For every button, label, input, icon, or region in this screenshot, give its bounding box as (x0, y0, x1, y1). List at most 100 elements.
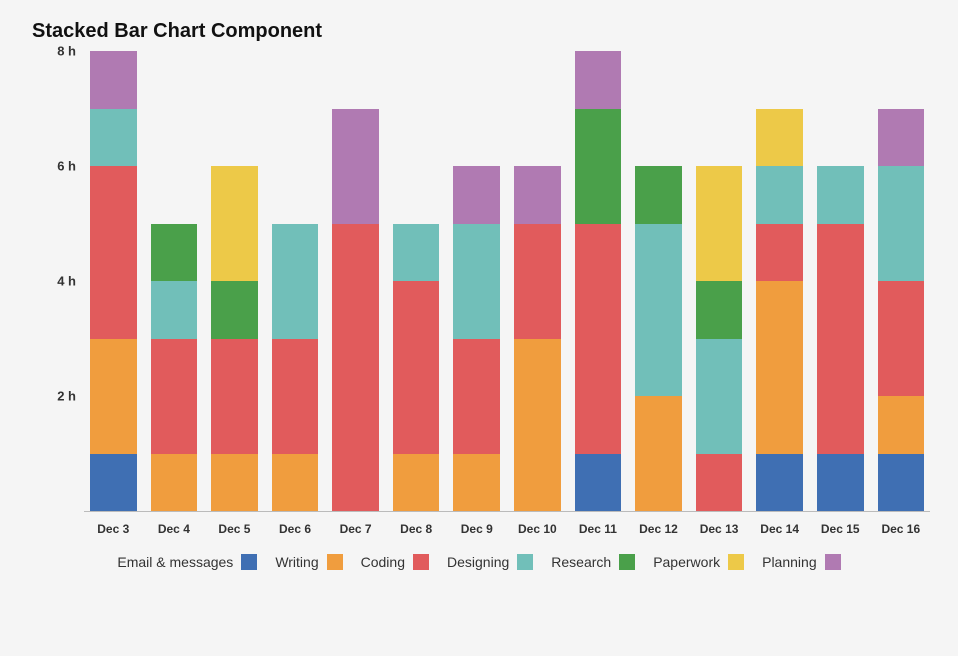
bar-segment-writing (635, 396, 682, 511)
bar-segment-designing (878, 166, 925, 281)
legend-item-writing: Writing (275, 554, 342, 570)
bar (817, 166, 864, 511)
bar-segment-planning (332, 109, 379, 224)
bar-segment-designing (817, 166, 864, 224)
x-axis-labels: Dec 3Dec 4Dec 5Dec 6Dec 7Dec 8Dec 9Dec 1… (84, 522, 930, 536)
y-tick-label: 2 h (32, 389, 76, 404)
x-tick-label: Dec 7 (332, 522, 379, 536)
x-tick-label: Dec 3 (90, 522, 137, 536)
bar-segment-paperwork (696, 166, 743, 281)
x-tick-label: Dec 8 (393, 522, 440, 536)
legend-label: Writing (275, 554, 318, 570)
bar-segment-writing (272, 454, 319, 512)
bar-segment-designing (696, 339, 743, 454)
bar-segment-coding (817, 224, 864, 454)
legend-item-email: Email & messages (117, 554, 257, 570)
bar (453, 166, 500, 511)
y-tick-label: 6 h (32, 159, 76, 174)
bar-segment-email (575, 454, 622, 512)
bar-segment-research (635, 166, 682, 224)
y-tick-label: 4 h (32, 274, 76, 289)
bar-segment-planning (514, 166, 561, 224)
bar (90, 51, 137, 511)
legend-item-planning: Planning (762, 554, 841, 570)
bar-segment-designing (635, 224, 682, 397)
bar-segment-planning (90, 51, 137, 109)
legend-swatch (241, 554, 257, 570)
bar (332, 109, 379, 512)
chart-area: 2 h4 h6 h8 h Dec 3Dec 4Dec 5Dec 6Dec 7De… (84, 51, 930, 536)
bar-segment-writing (453, 454, 500, 512)
x-tick-label: Dec 14 (756, 522, 803, 536)
bar-segment-coding (151, 339, 198, 454)
legend-label: Planning (762, 554, 817, 570)
bar-segment-email (817, 454, 864, 512)
bar-segment-planning (575, 51, 622, 109)
legend: Email & messages Writing Coding Designing Re… (28, 554, 930, 570)
bar-segment-email (878, 454, 925, 512)
bar (756, 109, 803, 512)
bar-segment-research (151, 224, 198, 282)
legend-swatch (728, 554, 744, 570)
bar-segment-writing (393, 454, 440, 512)
legend-label: Paperwork (653, 554, 720, 570)
bar-segment-designing (151, 281, 198, 339)
bar-segment-paperwork (211, 166, 258, 281)
bar-segment-designing (272, 224, 319, 339)
legend-swatch (413, 554, 429, 570)
bar (514, 166, 561, 511)
chart-title: Stacked Bar Chart Component (32, 20, 930, 43)
bar-segment-research (575, 109, 622, 224)
bar (151, 224, 198, 512)
bar-segment-paperwork (756, 109, 803, 167)
chart-page: Stacked Bar Chart Component 2 h4 h6 h8 h… (0, 0, 958, 656)
bar-segment-designing (90, 109, 137, 167)
bars-container (84, 51, 930, 511)
bar-segment-coding (756, 224, 803, 282)
x-tick-label: Dec 16 (878, 522, 925, 536)
bar-segment-writing (151, 454, 198, 512)
x-tick-label: Dec 10 (514, 522, 561, 536)
legend-label: Email & messages (117, 554, 233, 570)
bar-segment-coding (575, 224, 622, 454)
bar-segment-planning (878, 109, 925, 167)
bar-segment-writing (756, 281, 803, 454)
bar-segment-designing (393, 224, 440, 282)
bar (272, 224, 319, 512)
bar (878, 109, 925, 512)
bar (211, 166, 258, 511)
plot-area: 2 h4 h6 h8 h (84, 51, 930, 512)
bar (696, 166, 743, 511)
legend-item-designing: Designing (447, 554, 533, 570)
bar-segment-planning (453, 166, 500, 224)
x-tick-label: Dec 11 (575, 522, 622, 536)
bar-segment-coding (514, 224, 561, 339)
x-tick-label: Dec 12 (635, 522, 682, 536)
bar-segment-coding (332, 224, 379, 512)
legend-label: Research (551, 554, 611, 570)
bar-segment-coding (878, 281, 925, 396)
x-tick-label: Dec 9 (453, 522, 500, 536)
bar-segment-research (696, 281, 743, 339)
legend-swatch (327, 554, 343, 570)
bar-segment-writing (211, 454, 258, 512)
bar-segment-email (756, 454, 803, 512)
bar (393, 224, 440, 512)
legend-swatch (825, 554, 841, 570)
legend-item-paperwork: Paperwork (653, 554, 744, 570)
bar-segment-email (90, 454, 137, 512)
bar-segment-coding (393, 281, 440, 454)
bar-segment-writing (878, 396, 925, 454)
legend-swatch (517, 554, 533, 570)
bar-segment-coding (272, 339, 319, 454)
legend-swatch (619, 554, 635, 570)
bar-segment-coding (453, 339, 500, 454)
legend-label: Coding (361, 554, 405, 570)
bar-segment-writing (514, 339, 561, 512)
x-tick-label: Dec 6 (272, 522, 319, 536)
x-tick-label: Dec 13 (696, 522, 743, 536)
bar (575, 51, 622, 511)
bar (635, 166, 682, 511)
bar-segment-designing (756, 166, 803, 224)
legend-item-coding: Coding (361, 554, 429, 570)
